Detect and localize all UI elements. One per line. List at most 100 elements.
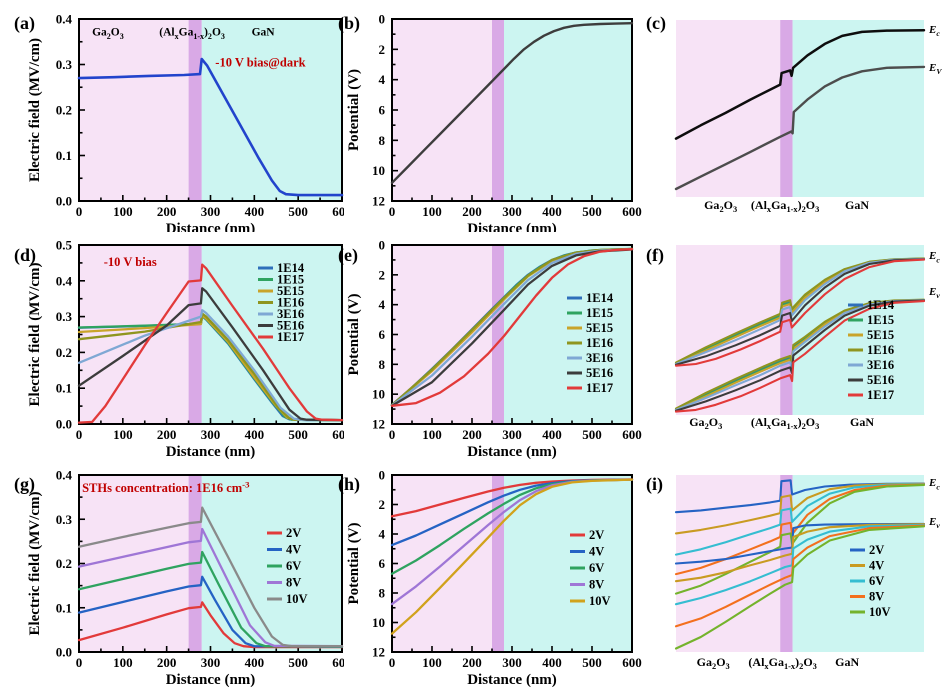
y-tick-label: 0.1	[56, 600, 72, 615]
y-tick-label: 8	[379, 357, 386, 372]
y-tick-label: 0.4	[56, 273, 73, 288]
y-tick-label: 0.2	[56, 345, 72, 360]
y-tick-label: 12	[372, 417, 385, 432]
legend-label-4V: 4V	[589, 545, 604, 559]
legend-label-6V: 6V	[286, 559, 301, 573]
y-tick-label: 0.1	[56, 381, 72, 396]
legend-label-5E16: 5E16	[867, 373, 894, 387]
y-axis-label: Potential (V)	[346, 522, 362, 604]
legend-label-5E16: 5E16	[586, 366, 613, 380]
x-tick-label: 200	[157, 204, 177, 219]
y-tick-label: 0.0	[56, 417, 72, 432]
y-tick-label: 0.2	[56, 103, 72, 118]
region-band-0	[79, 245, 189, 424]
y-tick-label: 0.5	[56, 238, 73, 253]
x-tick-label: 500	[582, 655, 602, 670]
panel-f: Ga2O3 (AlxGa1-x)2O3 GaN Ec Ev 1E14 1E15 5E15 1E1…	[640, 234, 946, 462]
legend-label-5E15: 5E15	[586, 321, 613, 335]
x-axis-label: Distance (nm)	[166, 444, 256, 460]
series-4V-Ev	[674, 523, 926, 583]
y-tick-label: 0	[379, 12, 386, 27]
series-8V	[77, 527, 344, 648]
x-tick-label: 300	[502, 204, 522, 219]
legend-label-1E14: 1E14	[277, 261, 305, 275]
series-Ev	[674, 65, 926, 191]
x-tick-label: 400	[245, 427, 265, 442]
legend-label-2V: 2V	[869, 543, 884, 557]
y-tick-label: 0	[379, 238, 386, 253]
series-group	[77, 506, 344, 649]
annotation-d: -10 V bias	[104, 255, 157, 269]
region-band-2	[201, 19, 342, 201]
region-band-0	[676, 475, 781, 652]
region-band-0	[676, 20, 781, 197]
material-label-2: GaN	[845, 198, 869, 212]
panel-f-chart: Ga2O3 (AlxGa1-x)2O3 GaNEcEv1E141E155E151E1…	[646, 245, 940, 431]
x-tick-label: 100	[422, 655, 442, 670]
panel-letter-f: (f)	[646, 245, 664, 266]
legend-label-1E14: 1E14	[867, 298, 895, 312]
region-band-2	[201, 475, 342, 652]
y-tick-label: 4	[379, 527, 386, 542]
tick-labels: 0 100 200 300 400 500 600 0.0 0.1 0.2 0.3 0.4	[56, 12, 344, 220]
series-2V	[77, 601, 344, 649]
x-axis-label: Distance (nm)	[166, 221, 256, 232]
legend-panel-h: 2V 4V 6V 8V 10V	[570, 528, 611, 608]
y-tick-label: 0.1	[56, 148, 72, 163]
y-tick-label: 2	[379, 497, 386, 512]
panel-g: 0 100 200 300 400 500 600 0.0 0.1 0.2 0.3 0.4 Distan…	[6, 464, 344, 692]
band-edge-label-1: EV	[928, 62, 942, 76]
region-band-2	[504, 475, 632, 652]
series-3E16-Ec	[674, 257, 926, 366]
series-5E16-Ec	[674, 258, 926, 366]
bg-regions	[79, 19, 342, 201]
region-band-1	[492, 245, 504, 424]
legend-label-5E15: 5E15	[277, 284, 304, 298]
series-group	[390, 247, 634, 407]
x-tick-label: 0	[76, 427, 83, 442]
panel-d-chart: 0 100 200 300 400 500 600 0.0 0.1 0.2 0.3 0.4 0.5 Dis…	[14, 238, 344, 461]
tick-labels: 0 100 200 300 400 500 600 0 2 4 6 8 10 12	[372, 12, 642, 220]
material-label-1: (AlxGa1-x)2O3	[748, 655, 816, 671]
panel-i: Ga2O3 (AlxGa1-x)2O3 GaN Ec Ev 2V 4V 6V 8V 10V (i)	[640, 464, 946, 692]
y-tick-label: 12	[372, 645, 385, 660]
plot-frame	[391, 18, 633, 202]
region-band-2	[792, 475, 924, 652]
plot-frame	[78, 18, 343, 202]
series-1E16-Ec	[674, 257, 926, 364]
panel-h-chart: 0 100 200 300 400 500 600 0 2 4 6 8 10 12 Distance (nm…	[338, 468, 642, 689]
annotation-g: STHs concentration: 1E16 cm-3	[82, 479, 250, 495]
panel-letter-i: (i)	[646, 474, 663, 495]
series-4V-Ec	[674, 482, 926, 535]
legend-label-1E17: 1E17	[867, 388, 894, 402]
series-5E16	[390, 248, 634, 407]
legend-label-4V: 4V	[286, 543, 301, 557]
series-1E17	[77, 263, 344, 424]
series-10V-Ev	[674, 525, 926, 650]
bg-regions	[392, 19, 632, 201]
panel-letter-h: (h)	[338, 474, 360, 495]
legend-label-10V: 10V	[286, 592, 308, 606]
x-tick-label: 400	[245, 655, 265, 670]
legend-label-1E15: 1E15	[586, 306, 613, 320]
x-tick-label: 500	[288, 204, 308, 219]
legend-label-5E16: 5E16	[277, 319, 304, 333]
y-axis-label: Electric field (MV/cm)	[27, 38, 43, 182]
panel-b-chart: 0 100 200 300 400 500 600 0 2 4 6 8 10 12 Distance (nm…	[338, 12, 642, 233]
series-group	[674, 29, 926, 191]
band-edge-label-1: Ev	[928, 516, 940, 530]
legend-label-3E16: 3E16	[867, 358, 894, 372]
x-tick-label: 100	[113, 655, 133, 670]
material-label-2: GaN	[252, 27, 276, 39]
x-tick-label: 200	[462, 427, 482, 442]
series--10V-dark	[77, 57, 344, 197]
x-tick-label: 0	[76, 204, 83, 219]
legend-label-3E16: 3E16	[277, 307, 304, 321]
plot-frame	[391, 244, 633, 425]
x-tick-label: 200	[462, 655, 482, 670]
series-1E17-Ev	[674, 300, 926, 413]
tick-labels: 0 100 200 300 400 500 600 0.0 0.1 0.2 0.3 0.4	[56, 468, 344, 671]
region-band-1	[492, 19, 504, 201]
